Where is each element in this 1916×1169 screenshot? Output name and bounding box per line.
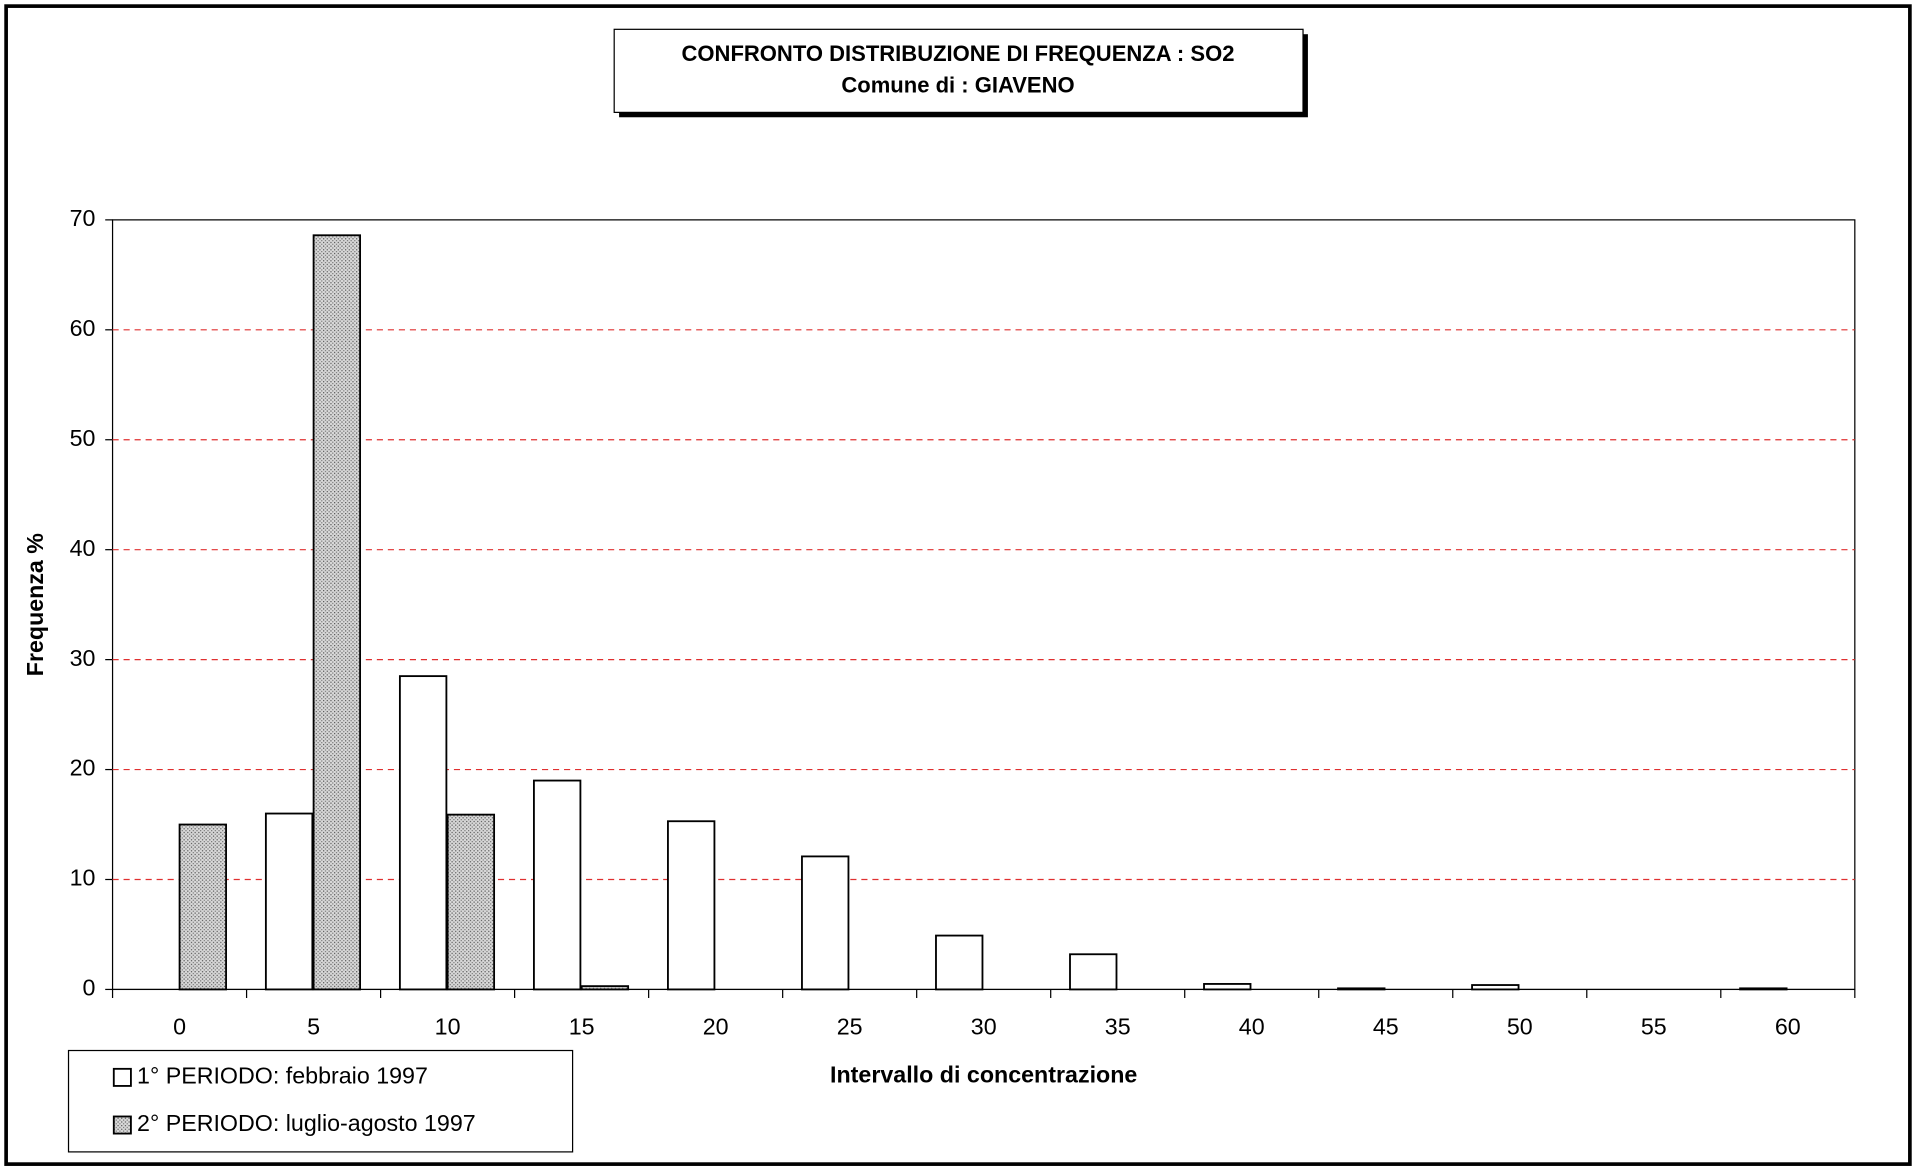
bar — [446, 813, 496, 991]
x-tick-label: 15 — [569, 1014, 595, 1040]
title-box — [613, 28, 1304, 113]
plot-area — [111, 219, 1856, 991]
bar — [1069, 953, 1118, 991]
legend-swatch — [112, 1067, 132, 1087]
bar — [532, 779, 582, 991]
bar — [264, 812, 314, 991]
x-tick-label: 40 — [1239, 1014, 1265, 1040]
y-tick-label: 10 — [70, 865, 96, 891]
bar — [1203, 983, 1252, 991]
bar — [667, 820, 716, 991]
x-axis-label: Intervallo di concentrazione — [830, 1061, 1137, 1087]
x-tick-label: 60 — [1775, 1014, 1801, 1040]
x-tick-label: 35 — [1105, 1014, 1131, 1040]
legend-box — [67, 1049, 574, 1153]
x-tick-label: 50 — [1507, 1014, 1533, 1040]
bar — [801, 855, 850, 991]
x-tick-label: 55 — [1641, 1014, 1667, 1040]
bar — [178, 823, 227, 991]
bar — [935, 934, 984, 991]
y-tick-label: 70 — [70, 205, 96, 231]
x-tick-label: 45 — [1373, 1014, 1399, 1040]
y-tick-label: 50 — [70, 425, 96, 451]
bar — [1471, 984, 1520, 991]
legend-label: 2° PERIODO: luglio-agosto 1997 — [137, 1110, 476, 1136]
y-tick-label: 30 — [70, 645, 96, 671]
bar — [398, 675, 448, 991]
y-tick-label: 40 — [70, 535, 96, 561]
x-tick-label: 0 — [173, 1014, 186, 1040]
legend-label: 1° PERIODO: febbraio 1997 — [137, 1063, 428, 1089]
y-tick-label: 60 — [70, 315, 96, 341]
y-tick-label: 0 — [83, 975, 96, 1001]
y-tick-label: 20 — [70, 755, 96, 781]
chart-subtitle: Comune di : GIAVENO — [841, 73, 1074, 98]
bar — [312, 234, 362, 991]
x-tick-label: 25 — [837, 1014, 863, 1040]
y-axis-label: Frequenza % — [22, 533, 48, 676]
legend-swatch — [112, 1115, 132, 1135]
chart-title: CONFRONTO DISTRIBUZIONE DI FREQUENZA : S… — [682, 41, 1235, 66]
x-tick-label: 30 — [971, 1014, 997, 1040]
x-tick-label: 10 — [435, 1014, 461, 1040]
x-tick-label: 20 — [703, 1014, 729, 1040]
x-tick-label: 5 — [307, 1014, 320, 1040]
